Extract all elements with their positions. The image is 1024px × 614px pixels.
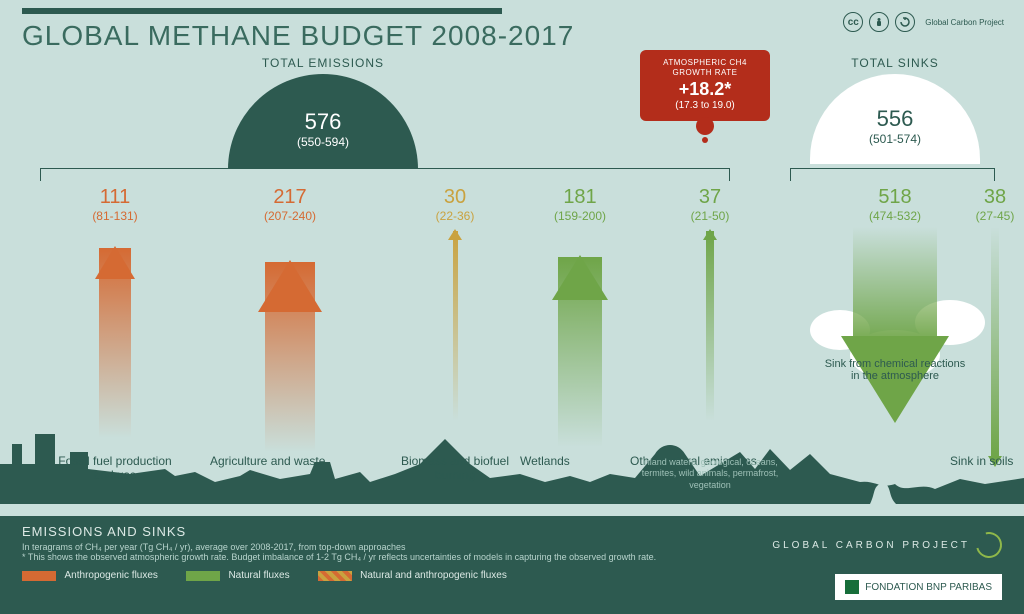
- flux-range: (207-240): [220, 209, 360, 223]
- growth-value: +18.2*: [646, 79, 764, 100]
- gcp-ring-icon: [971, 527, 1007, 563]
- legend-mixed-label: Natural and anthropogenic fluxes: [360, 570, 507, 581]
- emissions-range: (550-594): [297, 135, 349, 149]
- flux-range: (81-131): [60, 209, 170, 223]
- emissions-label: TOTAL EMISSIONS: [262, 56, 384, 70]
- sinks-value: 556: [877, 106, 914, 132]
- swatch-anthro: [22, 571, 56, 581]
- page-title: GLOBAL METHANE BUDGET 2008-2017: [22, 20, 574, 52]
- legend-mixed: Natural and anthropogenic fluxes: [318, 570, 507, 581]
- flux-column: 111(81-131): [60, 186, 170, 438]
- sinks-range: (501-574): [869, 132, 921, 146]
- logo-gcp-text: GLOBAL CARBON PROJECT: [772, 540, 970, 551]
- flux-arrow-up: [60, 248, 170, 438]
- emissions-value: 576: [305, 109, 342, 135]
- flux-value: 181: [530, 186, 630, 209]
- bnp-square-icon: [845, 580, 859, 594]
- license-icons: cc Global Carbon Project: [843, 12, 1004, 32]
- total-sinks-arc: TOTAL SINKS 556 (501-574): [810, 74, 980, 164]
- swatch-natural: [186, 571, 220, 581]
- attribution-label: Global Carbon Project: [925, 18, 1004, 27]
- legend-anthro-label: Anthropogenic fluxes: [65, 570, 158, 581]
- flux-column: 38(27-45): [960, 186, 1024, 457]
- total-emissions-arc: TOTAL EMISSIONS 576 (550-594): [228, 74, 418, 169]
- growth-line1: ATMOSPHERIC CH4: [646, 58, 764, 68]
- flux-range: (27-45): [960, 209, 1024, 223]
- flux-column: 217(207-240): [220, 186, 360, 452]
- flux-value: 217: [220, 186, 360, 209]
- flux-value: 37: [640, 186, 780, 209]
- flux-arrow-down: [820, 227, 970, 347]
- sink-atmosphere-label: Sink from chemical reactions in the atmo…: [820, 358, 970, 382]
- legend-natural: Natural fluxes: [186, 570, 290, 581]
- footer: EMISSIONS AND SINKS In teragrams of CH₄ …: [0, 516, 1024, 614]
- header-accent-bar: [22, 8, 502, 14]
- logo-bnp-paribas: FONDATION BNP PARIBAS: [835, 574, 1002, 600]
- flux-column: 37(21-50): [640, 186, 780, 421]
- legend-natural-label: Natural fluxes: [228, 570, 289, 581]
- by-icon: [869, 12, 889, 32]
- flux-value: 518: [820, 186, 970, 209]
- flux-value: 38: [960, 186, 1024, 209]
- sinks-label: TOTAL SINKS: [851, 56, 938, 70]
- growth-rate-callout: ATMOSPHERIC CH4 GROWTH RATE +18.2* (17.3…: [640, 50, 770, 121]
- flux-value: 111: [60, 186, 170, 209]
- flux-range: (159-200): [530, 209, 630, 223]
- growth-range: (17.3 to 19.0): [646, 100, 764, 111]
- swatch-mixed: [318, 571, 352, 581]
- flux-value: 30: [390, 186, 520, 209]
- legend-anthro: Anthropogenic fluxes: [22, 570, 158, 581]
- logo-bnp-text: FONDATION BNP PARIBAS: [865, 582, 992, 593]
- flux-arrow-up: [220, 262, 360, 452]
- flux-range: (21-50): [640, 209, 780, 223]
- share-icon: [895, 12, 915, 32]
- emissions-bracket: [40, 168, 730, 182]
- flux-range: (474-532): [820, 209, 970, 223]
- flux-column: 518(474-532): [820, 186, 970, 347]
- flux-arrow-down: [960, 227, 1024, 457]
- logo-global-carbon-project: GLOBAL CARBON PROJECT: [772, 532, 1002, 558]
- flux-arrow-up: [640, 231, 780, 421]
- flux-arrow-up: [390, 231, 520, 421]
- flux-column: 181(159-200): [530, 186, 630, 447]
- flux-arrow-up: [530, 257, 630, 447]
- flux-column: 30(22-36): [390, 186, 520, 421]
- cc-icon: cc: [843, 12, 863, 32]
- sinks-bracket: [790, 168, 995, 182]
- growth-line2: GROWTH RATE: [646, 68, 764, 78]
- flux-range: (22-36): [390, 209, 520, 223]
